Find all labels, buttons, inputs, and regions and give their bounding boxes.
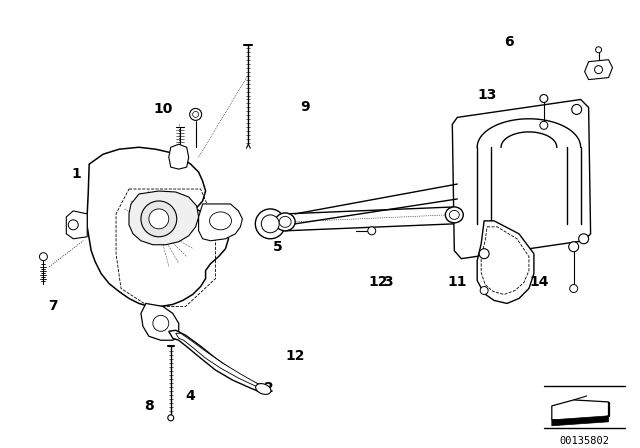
Circle shape — [189, 108, 202, 121]
Circle shape — [569, 242, 579, 252]
Circle shape — [480, 287, 488, 294]
Circle shape — [479, 249, 489, 258]
Ellipse shape — [449, 211, 460, 220]
Circle shape — [141, 201, 177, 237]
Text: 14: 14 — [529, 275, 548, 289]
Text: 13: 13 — [477, 87, 497, 102]
Text: 11: 11 — [447, 275, 467, 289]
Polygon shape — [481, 227, 529, 294]
Circle shape — [168, 415, 173, 421]
Ellipse shape — [445, 207, 463, 223]
Circle shape — [68, 220, 78, 230]
Ellipse shape — [255, 383, 271, 394]
Text: 9: 9 — [300, 100, 310, 114]
Circle shape — [540, 121, 548, 129]
Ellipse shape — [279, 216, 291, 227]
Polygon shape — [67, 211, 87, 239]
Polygon shape — [141, 303, 179, 340]
Polygon shape — [169, 330, 268, 393]
Text: 8: 8 — [144, 399, 154, 413]
Polygon shape — [176, 333, 262, 388]
Ellipse shape — [275, 213, 295, 231]
Text: 4: 4 — [186, 389, 196, 403]
Text: 00135802: 00135802 — [559, 436, 610, 446]
Polygon shape — [584, 60, 612, 80]
Circle shape — [261, 215, 279, 233]
Circle shape — [540, 95, 548, 103]
Text: 2: 2 — [264, 381, 273, 395]
Polygon shape — [477, 221, 534, 303]
Polygon shape — [552, 416, 609, 426]
Text: 3: 3 — [383, 275, 392, 289]
Circle shape — [596, 47, 602, 53]
Polygon shape — [87, 147, 228, 306]
Circle shape — [149, 209, 169, 229]
Text: 12: 12 — [285, 349, 305, 363]
Circle shape — [570, 284, 578, 293]
Circle shape — [153, 315, 169, 331]
Text: 12: 12 — [368, 275, 387, 289]
Circle shape — [40, 253, 47, 261]
Text: 6: 6 — [504, 35, 514, 49]
Polygon shape — [129, 191, 198, 245]
Text: 10: 10 — [153, 103, 173, 116]
Circle shape — [579, 234, 589, 244]
Polygon shape — [452, 99, 591, 258]
Circle shape — [572, 104, 582, 114]
Text: 7: 7 — [49, 299, 58, 314]
Polygon shape — [169, 144, 189, 169]
Text: 1: 1 — [72, 167, 81, 181]
Text: 5: 5 — [273, 240, 283, 254]
Polygon shape — [198, 204, 243, 241]
Circle shape — [368, 227, 376, 235]
Ellipse shape — [209, 212, 232, 230]
Circle shape — [595, 66, 602, 73]
Polygon shape — [552, 400, 609, 422]
Circle shape — [193, 112, 198, 117]
Circle shape — [255, 209, 285, 239]
